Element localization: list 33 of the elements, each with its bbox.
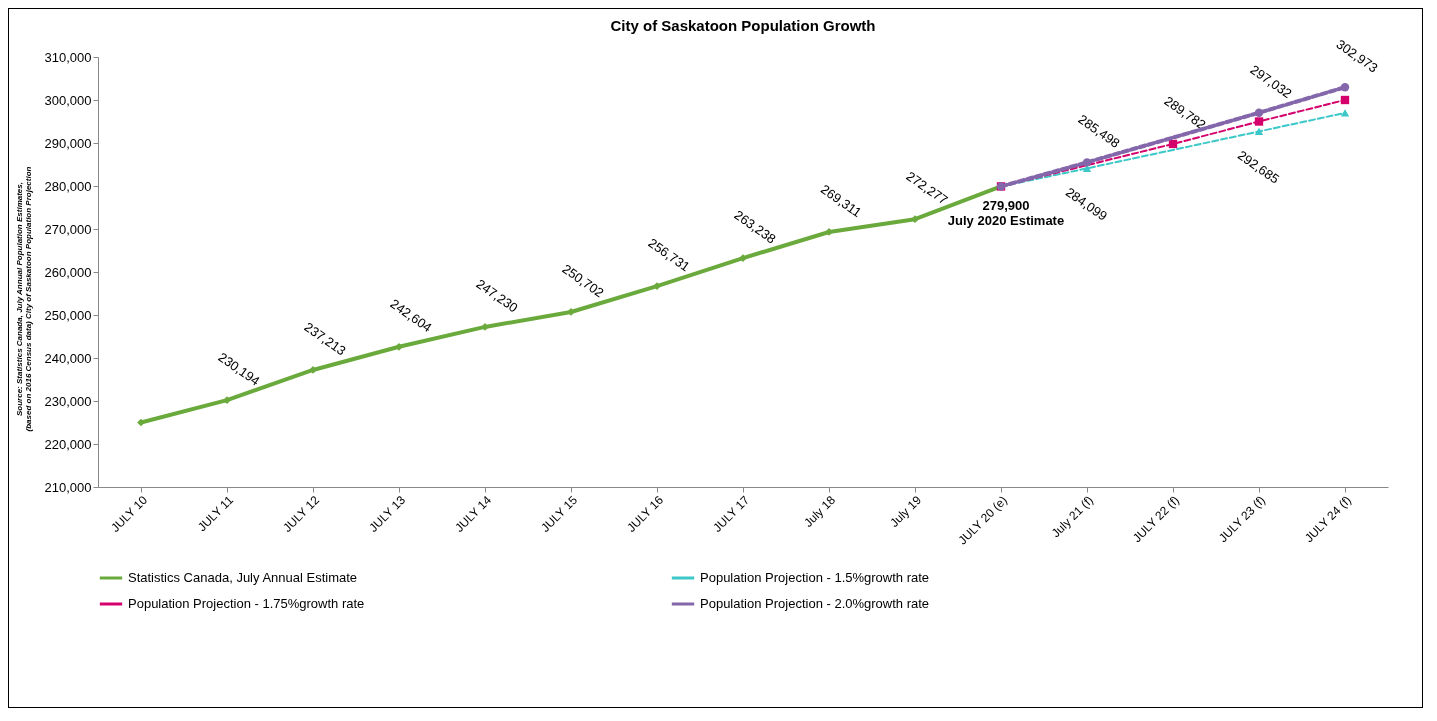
y-tick-label: 260,000: [44, 264, 92, 280]
point: [1340, 109, 1350, 117]
y-tick-label: 280,000: [44, 178, 92, 194]
point: [911, 215, 919, 224]
legend-label: Population Projection - 1.5%growth rate: [700, 570, 930, 585]
point: [1254, 117, 1264, 126]
point: [1254, 127, 1264, 136]
chart-title: City of Saskatoon Population Growth: [610, 17, 876, 35]
point: [395, 342, 403, 351]
point: [137, 418, 145, 427]
point: [1340, 83, 1350, 92]
y-tick-label: 290,000: [44, 135, 92, 151]
y-tick-label: 210,000: [44, 479, 92, 495]
y-tick-label: 240,000: [44, 350, 92, 366]
legend-label: Statistics Canada, July Annual Estimate: [128, 570, 358, 585]
annotation: 279,900 July 2020 Estimate: [947, 198, 1065, 229]
point: [1340, 95, 1350, 105]
y-tick-label: 250,000: [44, 307, 92, 323]
point: [1168, 139, 1178, 149]
source-note: Source: Statistics Canada, July Annual Population Estimates, (based on 2016 Census data) City of Saskatoon Population Projection: [15, 166, 33, 432]
y-tick-label: 300,000: [44, 92, 92, 108]
x-tick-label: July 19: [887, 492, 925, 530]
y-tick-label: 220,000: [44, 436, 92, 452]
y-tick-label: 310,000: [44, 49, 92, 65]
point: [1082, 158, 1092, 167]
point: [1254, 108, 1264, 117]
x-tick-label: July 18: [801, 492, 839, 530]
y-tick-label: 270,000: [44, 221, 92, 237]
x-tick-label: July 21 (f): [1048, 493, 1096, 541]
point: [223, 396, 231, 405]
legend-label: Population Projection - 1.75%growth rate: [128, 596, 365, 611]
legend-label: Population Projection - 2.0%growth rate: [700, 596, 930, 611]
y-tick-label: 230,000: [44, 393, 92, 409]
